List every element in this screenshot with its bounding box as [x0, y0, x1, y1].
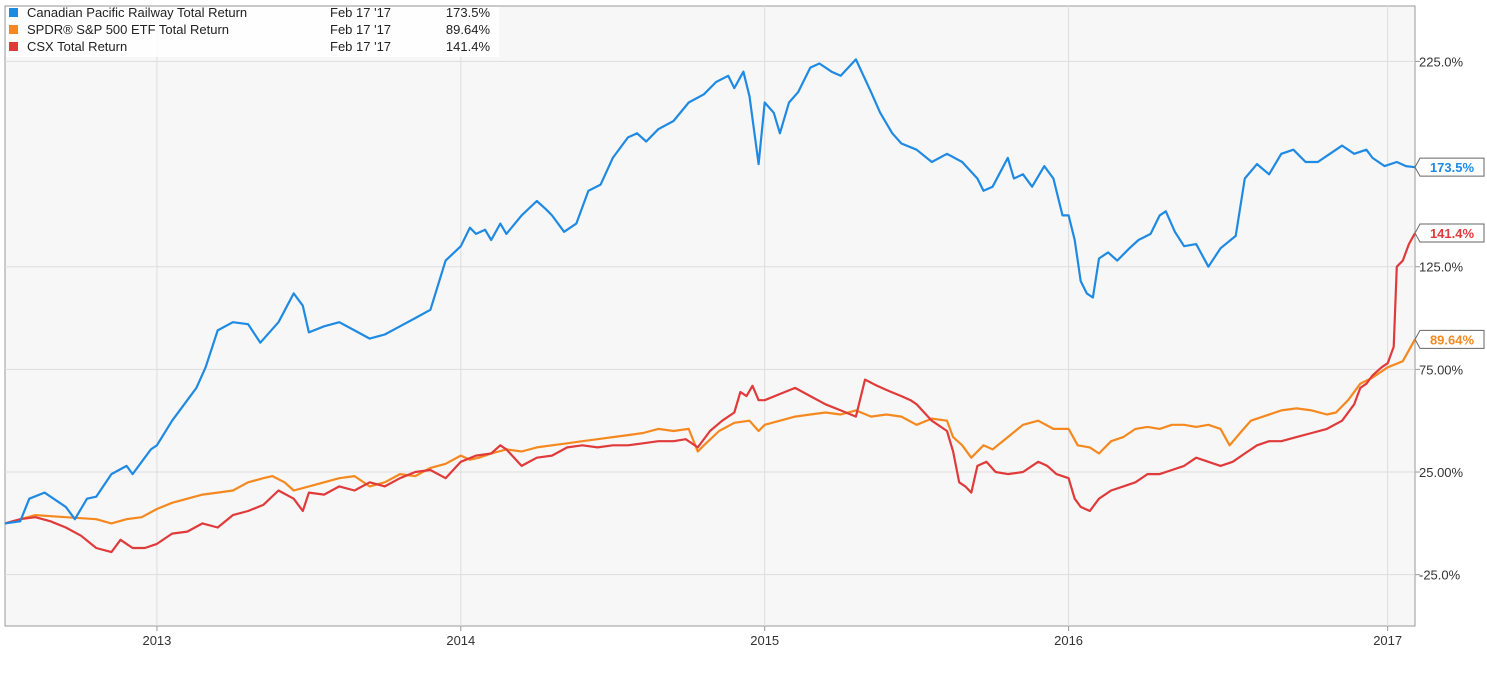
end-label-text: 173.5% — [1430, 160, 1475, 175]
end-value-labels: 173.5% 89.64% 141.4% — [1414, 157, 1485, 349]
series-line-0 — [4, 58, 1416, 525]
plot-area — [4, 5, 1416, 627]
legend-date: Feb 17 '17 — [330, 39, 391, 54]
legend-swatch — [9, 25, 18, 34]
series-line-1 — [4, 338, 1416, 525]
x-tick-label: 2017 — [1373, 633, 1402, 648]
x-tick-label: 2016 — [1054, 633, 1083, 648]
y-tick-label: -25.0% — [1419, 568, 1461, 583]
legend-value: 89.64% — [446, 22, 491, 37]
legend-date: Feb 17 '17 — [330, 5, 391, 20]
x-tick-label: 2015 — [750, 633, 779, 648]
legend-series-name: SPDR® S&P 500 ETF Total Return — [27, 22, 229, 37]
y-axis: -25.0% 25.00% 75.00% 125.0% 225.0% — [1415, 54, 1464, 583]
legend-item-0: Canadian Pacific Railway Total Return Feb… — [9, 5, 490, 20]
legend-value: 141.4% — [446, 39, 491, 54]
legend: Canadian Pacific Railway Total Return Feb… — [6, 5, 499, 57]
end-label-1: 89.64% — [1414, 329, 1485, 349]
legend-date: Feb 17 '17 — [330, 22, 391, 37]
legend-swatch — [9, 8, 18, 17]
x-tick-label: 2013 — [142, 633, 171, 648]
end-label-2: 141.4% — [1414, 223, 1485, 243]
y-tick-label: 25.00% — [1419, 465, 1464, 480]
legend-value: 173.5% — [446, 5, 491, 20]
legend-swatch — [9, 42, 18, 51]
x-axis: 2013 2014 2015 2016 2017 — [142, 626, 1402, 648]
y-tick-label: 125.0% — [1419, 260, 1464, 275]
legend-series-name: CSX Total Return — [27, 39, 127, 54]
end-label-text: 141.4% — [1430, 226, 1475, 241]
legend-series-name: Canadian Pacific Railway Total Return — [27, 5, 247, 20]
legend-item-1: SPDR® S&P 500 ETF Total Return Feb 17 '17… — [9, 22, 490, 37]
end-label-text: 89.64% — [1430, 332, 1475, 347]
legend-item-2: CSX Total Return Feb 17 '17 141.4% — [9, 39, 490, 54]
x-tick-label: 2014 — [446, 633, 475, 648]
series-lines — [4, 58, 1416, 554]
series-line-2 — [4, 232, 1416, 554]
y-tick-label: 225.0% — [1419, 54, 1464, 69]
end-label-0: 173.5% — [1414, 157, 1485, 177]
y-tick-label: 75.00% — [1419, 362, 1464, 377]
